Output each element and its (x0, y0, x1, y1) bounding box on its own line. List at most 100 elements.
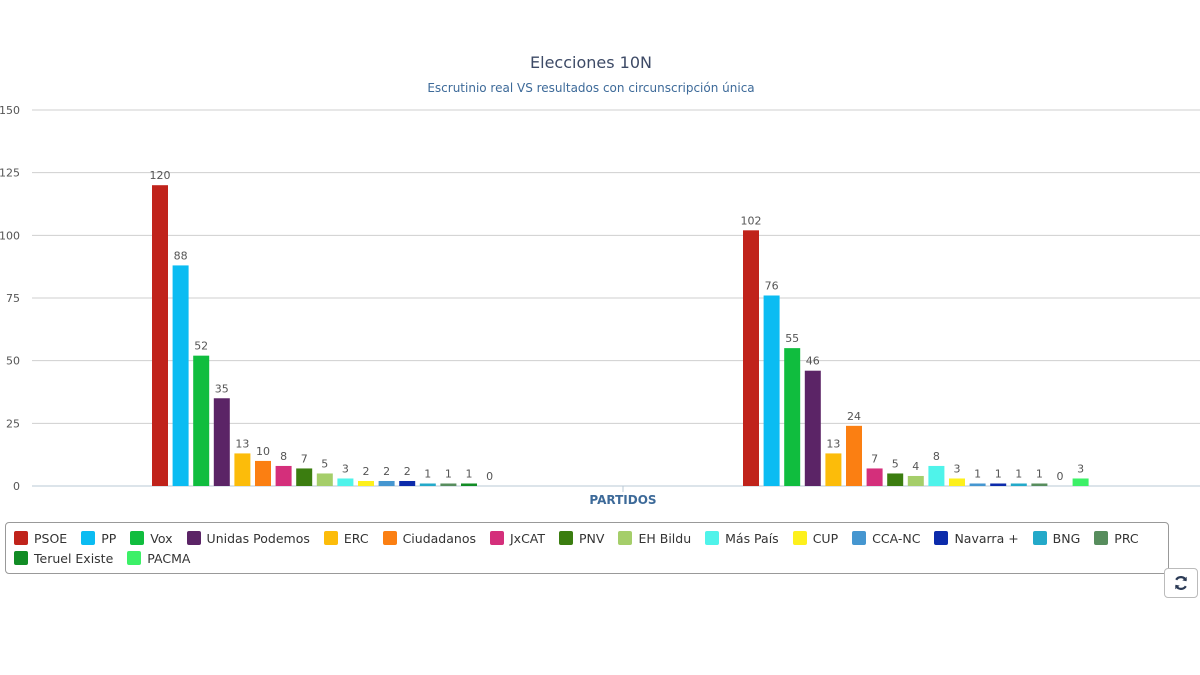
y-tick-label: 125 (0, 167, 20, 180)
bar-unidas-podemos-1 (213, 398, 230, 486)
chart-subtitle: Escrutinio real VS resultados con circun… (427, 81, 754, 95)
legend-swatch (130, 531, 145, 545)
legend-item[interactable]: PRC (1094, 528, 1139, 548)
legend-label: BNG (1052, 530, 1081, 546)
legend-item[interactable]: PP (81, 528, 116, 548)
legend-item[interactable]: CCA-NC (852, 528, 920, 548)
data-label: 1 (974, 467, 981, 480)
legend-item[interactable]: Teruel Existe (14, 548, 113, 568)
legend-swatch (323, 531, 338, 545)
bar-bng-2 (1010, 483, 1027, 486)
bar-m-s-pa-s-1 (337, 478, 354, 486)
data-label: 1 (1036, 467, 1043, 480)
data-label: 7 (871, 452, 878, 465)
y-tick-label: 25 (6, 417, 20, 430)
bar-pp-2 (763, 295, 780, 486)
bar-cup-1 (358, 480, 374, 486)
legend-swatch (852, 531, 867, 545)
data-label: 120 (150, 169, 171, 182)
data-label: 8 (933, 450, 940, 463)
legend-item[interactable]: PNV (559, 528, 604, 548)
data-label: 0 (1057, 470, 1064, 483)
data-label: 24 (847, 410, 861, 423)
legend-swatch (559, 531, 574, 545)
data-label: 4 (912, 460, 919, 473)
bar-ciudadanos-1 (255, 460, 271, 486)
legend-item[interactable]: Ciudadanos (382, 528, 476, 548)
legend-item[interactable]: JxCAT (489, 528, 545, 548)
bar-unidas-podemos-2 (804, 370, 821, 486)
bar-ciudadanos-2 (846, 425, 862, 486)
data-label: 55 (785, 332, 799, 345)
bar-vox-2 (784, 348, 801, 486)
data-label: 2 (404, 465, 411, 478)
bar-pnv-1 (296, 468, 313, 486)
data-label: 1 (1015, 467, 1022, 480)
data-label: 102 (741, 214, 762, 227)
legend-item[interactable]: PSOE (14, 528, 67, 548)
bar-bng-1 (419, 483, 436, 486)
legend-swatch (14, 531, 28, 545)
legend-label: PNV (579, 530, 605, 546)
bar-navarra--2 (990, 483, 1007, 486)
legend-label: Unidas Podemos (206, 530, 310, 546)
bar-cca-nc-1 (378, 480, 395, 486)
legend-label: EH Bildu (638, 530, 692, 546)
bar-eh-bildu-1 (316, 473, 333, 486)
data-label: 0 (486, 470, 493, 483)
reset-button[interactable] (1164, 568, 1198, 598)
data-label: 1 (466, 467, 473, 480)
bar-pnv-2 (887, 473, 904, 486)
legend-item[interactable]: EH Bildu (618, 528, 691, 548)
data-label: 3 (342, 462, 349, 475)
legend-item[interactable]: Navarra + (934, 528, 1019, 548)
y-tick-label: 100 (0, 229, 20, 242)
y-axis-ticks: 0 25 50 75 100 125 150 (0, 104, 20, 493)
legend-label: PRC (1114, 530, 1139, 546)
legend-label: Más País (725, 530, 779, 546)
legend: PSOE PP Vox Unidas Podemos ERC Ciudadanos JxCA… (5, 522, 1169, 574)
legend-swatch (618, 531, 633, 545)
bar-prc-1 (440, 483, 457, 486)
data-label: 10 (256, 445, 270, 458)
data-label: 13 (235, 437, 249, 450)
bar-cup-2 (949, 478, 965, 486)
bar-teruel-existe-1 (461, 483, 477, 486)
legend-item[interactable]: PACMA (127, 548, 190, 568)
legend-label: Ciudadanos (402, 530, 476, 546)
legend-item[interactable]: Más País (705, 528, 779, 548)
legend-item[interactable]: Unidas Podemos (186, 528, 310, 548)
bar-m-s-pa-s-2 (928, 465, 945, 486)
legend-item[interactable]: Vox (130, 528, 173, 548)
legend-swatch (186, 531, 201, 545)
refresh-icon (1174, 576, 1188, 590)
legend-item[interactable]: CUP (792, 528, 839, 548)
legend-label: Teruel Existe (34, 550, 114, 566)
bar-pp-1 (172, 265, 189, 486)
bar-navarra--1 (399, 480, 416, 486)
legend-swatch (1094, 531, 1109, 545)
legend-swatch (127, 551, 142, 565)
legend-label: CUP (812, 530, 839, 546)
y-tick-label: 150 (0, 104, 20, 117)
legend-swatch (489, 531, 504, 545)
data-label: 88 (174, 249, 188, 262)
legend-swatch (934, 531, 949, 545)
bar-psoe-2 (743, 230, 759, 486)
chart-title: Elecciones 10N (530, 53, 652, 72)
bar-jxcat-1 (275, 465, 292, 486)
bars (152, 185, 1089, 486)
legend-item[interactable]: BNG (1032, 528, 1081, 548)
legend-item[interactable]: ERC (323, 528, 369, 548)
legend-swatch (792, 531, 807, 545)
data-label: 3 (1077, 462, 1084, 475)
bar-vox-1 (193, 355, 210, 486)
data-label: 5 (321, 457, 328, 470)
legend-label: ERC (343, 530, 369, 546)
data-label: 1 (424, 467, 431, 480)
data-label: 3 (954, 462, 961, 475)
legend-label: PSOE (34, 530, 68, 546)
legend-label: Vox (150, 530, 173, 546)
data-label: 7 (301, 452, 308, 465)
